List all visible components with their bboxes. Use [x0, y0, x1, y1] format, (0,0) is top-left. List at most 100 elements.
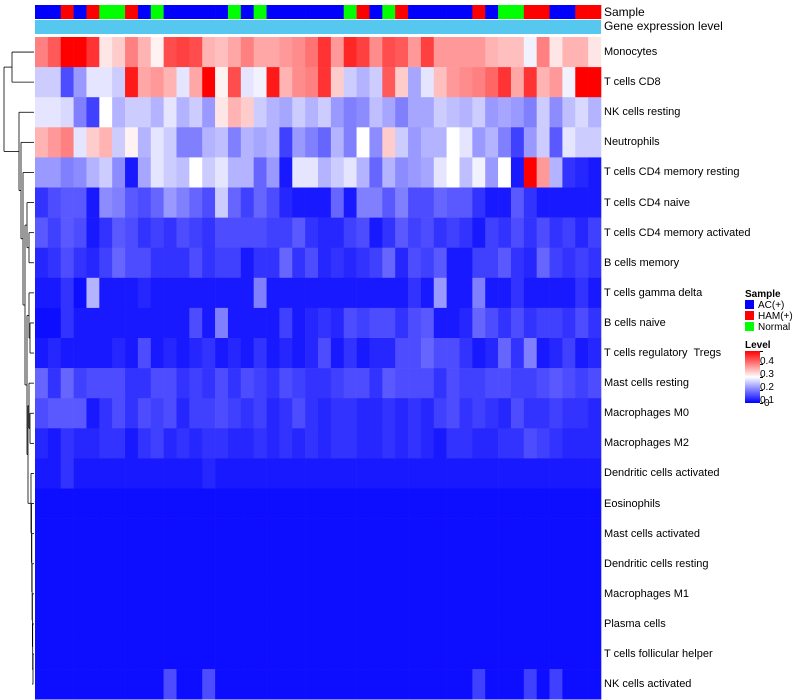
- heatmap-cell: [227, 187, 242, 218]
- heatmap-cell: [292, 277, 306, 309]
- heatmap-cell: [189, 639, 203, 670]
- heatmap-cell: [279, 548, 293, 580]
- heatmap-cell: [433, 97, 447, 128]
- sample-cell: [382, 5, 396, 19]
- heatmap-cell: [356, 368, 370, 399]
- heatmap-cell: [266, 398, 280, 429]
- row-label: Monocytes: [604, 46, 658, 59]
- row-label: Neutrophils: [604, 136, 660, 149]
- heatmap-cell: [549, 578, 563, 610]
- heatmap-cell: [420, 639, 435, 670]
- heatmap-cell: [240, 217, 254, 248]
- heatmap-cell: [523, 277, 537, 309]
- heatmap-cell: [266, 578, 280, 610]
- heatmap-cell: [163, 277, 177, 309]
- heatmap-cell: [189, 428, 203, 459]
- heatmap-cell: [536, 338, 550, 369]
- heatmap-cell: [137, 458, 152, 489]
- heatmap-cell: [47, 277, 62, 309]
- sample-cell: [369, 5, 383, 19]
- heatmap-cell: [485, 368, 499, 399]
- heatmap-cell: [279, 488, 293, 519]
- heatmap-cell: [253, 338, 267, 369]
- heatmap-cell: [472, 488, 486, 519]
- heatmap-cell: [176, 37, 190, 68]
- heatmap-cell: [356, 217, 370, 248]
- heatmap-cell: [86, 97, 100, 128]
- heatmap-cell: [215, 518, 229, 549]
- heatmap-cell: [202, 398, 216, 429]
- heatmap-cell: [459, 578, 473, 610]
- heatmap-cell: [562, 368, 576, 399]
- heatmap-cell: [305, 639, 319, 670]
- heatmap-cell: [112, 97, 126, 128]
- heatmap-cell: [408, 639, 422, 670]
- heatmap-cell: [510, 338, 525, 369]
- heatmap-cell: [35, 608, 49, 640]
- row-label: Mast cells activated: [604, 527, 700, 540]
- heatmap-cell: [382, 578, 396, 610]
- heatmap-cell: [189, 37, 203, 68]
- heatmap-cell: [35, 307, 49, 339]
- heatmap-cell: [227, 608, 242, 640]
- heatmap-cell: [215, 398, 229, 429]
- heatmap-cell: [575, 548, 589, 580]
- heatmap-cell: [305, 157, 319, 188]
- heatmap-cell: [433, 578, 447, 610]
- heatmap-cell: [35, 127, 49, 158]
- heatmap-cell: [575, 247, 589, 279]
- sample-cell: [279, 5, 293, 19]
- heatmap-cell: [279, 217, 293, 248]
- heatmap-cell: [510, 458, 525, 489]
- heatmap-cell: [227, 368, 242, 399]
- heatmap-cell: [266, 67, 280, 98]
- heatmap-cell: [73, 518, 87, 549]
- heatmap-cell: [60, 368, 74, 399]
- heatmap-cell: [408, 187, 422, 218]
- heatmap-cell: [35, 37, 49, 68]
- heatmap-cell: [279, 127, 293, 158]
- heatmap-cell: [408, 127, 422, 158]
- heatmap-cell: [176, 639, 190, 670]
- heatmap-cell: [227, 307, 242, 339]
- heatmap-cell: [420, 518, 435, 549]
- heatmap-cell: [73, 187, 87, 218]
- sample-cell: [202, 5, 216, 19]
- heatmap-cell: [99, 157, 113, 188]
- heatmap-cell: [60, 157, 74, 188]
- sample-cell: [498, 5, 512, 19]
- heatmap-cell: [253, 67, 267, 98]
- heatmap-cell: [137, 67, 152, 98]
- sample-cell: [356, 5, 370, 19]
- heatmap-cell: [330, 277, 345, 309]
- heatmap-cell: [292, 217, 306, 248]
- heatmap-cell: [150, 458, 164, 489]
- heatmap-cell: [73, 428, 87, 459]
- heatmap-cell: [459, 488, 473, 519]
- heatmap-cell: [137, 398, 152, 429]
- heatmap-cell: [485, 157, 499, 188]
- heatmap-cell: [343, 247, 357, 279]
- heatmap-cell: [549, 157, 563, 188]
- heatmap-cell: [536, 548, 550, 580]
- heatmap-cell: [189, 518, 203, 549]
- heatmap-cell: [253, 518, 267, 549]
- heatmap-cell: [382, 608, 396, 640]
- heatmap-cell: [266, 428, 280, 459]
- heatmap-cell: [472, 518, 486, 549]
- heatmap-cell: [356, 548, 370, 580]
- heatmap-cell: [536, 97, 550, 128]
- heatmap-cell: [47, 639, 62, 670]
- heatmap-cell: [343, 307, 357, 339]
- heatmap-cell: [279, 277, 293, 309]
- heatmap-cell: [150, 157, 164, 188]
- heatmap-cell: [86, 608, 100, 640]
- heatmap-cell: [446, 187, 460, 218]
- heatmap-cell: [292, 368, 306, 399]
- heatmap-cell: [330, 307, 345, 339]
- heatmap-cell: [240, 127, 254, 158]
- heatmap-cell: [343, 398, 357, 429]
- heatmap-cell: [202, 548, 216, 580]
- heatmap-cell: [485, 247, 499, 279]
- heatmap-cell: [202, 488, 216, 519]
